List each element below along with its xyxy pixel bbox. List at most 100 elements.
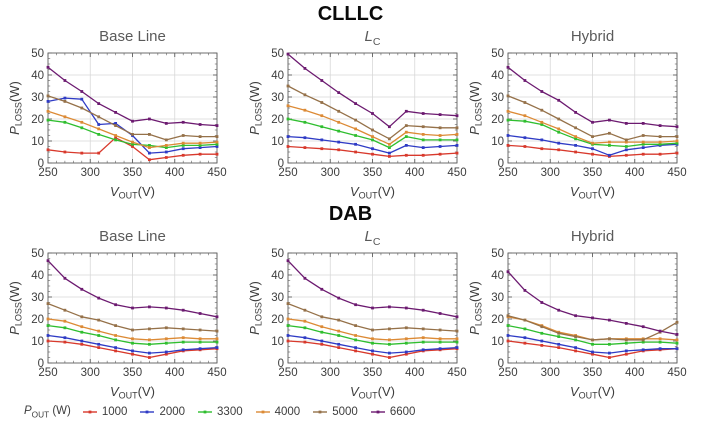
subplot-title: Base Line bbox=[99, 228, 166, 245]
legend-item-3300: 3300 bbox=[197, 406, 243, 418]
svg-text:40: 40 bbox=[491, 270, 504, 282]
svg-text:450: 450 bbox=[667, 367, 686, 379]
svg-text:PLOSS(W): PLOSS(W) bbox=[8, 281, 24, 335]
subplot-title: Hybrid bbox=[570, 228, 615, 245]
svg-text:20: 20 bbox=[271, 314, 284, 326]
svg-text:10: 10 bbox=[271, 336, 284, 348]
legend-item-label: 4000 bbox=[274, 406, 301, 418]
svg-text:400: 400 bbox=[625, 367, 644, 379]
svg-text:300: 300 bbox=[321, 367, 340, 379]
svg-text:30: 30 bbox=[271, 292, 284, 304]
subplot-dab-hybrid: Hybrid 250 300 350 400 450 0 10 20 30 40 50 VOUT(V)… bbox=[468, 227, 701, 401]
svg-text:400: 400 bbox=[625, 167, 644, 179]
group-title-dab: DAB bbox=[328, 203, 373, 225]
svg-text:50: 50 bbox=[491, 48, 504, 60]
chart-dab-lc: 250 300 350 400 450 0 10 20 30 40 50 VOUT(V) PLOSS(W… bbox=[248, 248, 467, 401]
legend-item-1000: 1000 bbox=[82, 406, 128, 418]
svg-text:10: 10 bbox=[271, 136, 284, 148]
svg-text:10: 10 bbox=[31, 336, 44, 348]
chart-clllc-lc: 250 300 350 400 450 0 10 20 30 40 50 VOUT(V) PLOSS(W… bbox=[248, 48, 467, 201]
svg-text:300: 300 bbox=[81, 167, 100, 179]
group-title-clllc: CLLLC bbox=[317, 3, 384, 25]
svg-text:0: 0 bbox=[38, 358, 44, 370]
svg-text:10: 10 bbox=[31, 136, 44, 148]
svg-text:VOUT(V): VOUT(V) bbox=[110, 184, 155, 201]
svg-text:40: 40 bbox=[491, 70, 504, 82]
svg-text:450: 450 bbox=[447, 167, 466, 179]
subplot-title: Base Line bbox=[99, 28, 166, 45]
legend-swatch-icon bbox=[198, 410, 213, 414]
legend-label: POUT (W) bbox=[24, 404, 71, 420]
svg-text:VOUT(V): VOUT(V) bbox=[570, 384, 615, 401]
chart-dab-base-line: 250 300 350 400 450 0 10 20 30 40 50 VOUT(V) PLOSS(W… bbox=[8, 248, 227, 401]
svg-text:400: 400 bbox=[405, 167, 424, 179]
svg-text:350: 350 bbox=[363, 367, 382, 379]
svg-text:400: 400 bbox=[165, 167, 184, 179]
svg-text:50: 50 bbox=[271, 248, 284, 260]
subplot-clllc-hybrid: Hybrid 250 300 350 400 450 0 10 20 30 40 50 VOUT(V)… bbox=[468, 27, 701, 201]
svg-text:250: 250 bbox=[38, 167, 57, 179]
svg-text:30: 30 bbox=[31, 92, 44, 104]
svg-text:0: 0 bbox=[38, 158, 44, 170]
svg-text:350: 350 bbox=[583, 167, 602, 179]
chart-dab-hybrid: 250 300 350 400 450 0 10 20 30 40 50 VOUT(V) PLOSS(W… bbox=[468, 248, 687, 401]
svg-text:20: 20 bbox=[491, 314, 504, 326]
svg-text:50: 50 bbox=[31, 248, 44, 260]
svg-text:50: 50 bbox=[271, 48, 284, 60]
svg-text:250: 250 bbox=[498, 167, 517, 179]
svg-text:0: 0 bbox=[498, 158, 504, 170]
svg-text:20: 20 bbox=[31, 314, 44, 326]
svg-text:300: 300 bbox=[321, 167, 340, 179]
legend-item-6600: 6600 bbox=[370, 406, 415, 418]
legend-item-label: 2000 bbox=[159, 406, 186, 418]
svg-text:10: 10 bbox=[491, 136, 504, 148]
svg-text:250: 250 bbox=[278, 367, 297, 379]
svg-text:0: 0 bbox=[278, 158, 284, 170]
legend-item-2000: 2000 bbox=[139, 406, 185, 418]
svg-text:0: 0 bbox=[278, 358, 284, 370]
subplot-title: LC bbox=[364, 228, 381, 248]
svg-text:VOUT(V): VOUT(V) bbox=[570, 184, 615, 201]
svg-text:40: 40 bbox=[271, 270, 284, 282]
svg-text:20: 20 bbox=[491, 114, 504, 126]
svg-text:40: 40 bbox=[271, 70, 284, 82]
svg-text:350: 350 bbox=[583, 367, 602, 379]
legend-item-4000: 4000 bbox=[255, 406, 301, 418]
svg-text:50: 50 bbox=[31, 48, 44, 60]
svg-text:450: 450 bbox=[207, 167, 226, 179]
legend-item-label: 5000 bbox=[332, 406, 358, 418]
svg-text:400: 400 bbox=[165, 367, 184, 379]
svg-text:350: 350 bbox=[123, 367, 142, 379]
chart-clllc-hybrid: 250 300 350 400 450 0 10 20 30 40 50 VOUT(V) PLOSS(W… bbox=[468, 48, 687, 201]
legend-swatch-icon bbox=[255, 410, 270, 414]
subplot-clllc-lc: LC 250 300 350 400 450 0 10 20 30 40 50 VOUT(V) PLOS… bbox=[248, 27, 484, 201]
svg-text:450: 450 bbox=[207, 367, 226, 379]
svg-text:50: 50 bbox=[491, 248, 504, 260]
svg-text:PLOSS(W): PLOSS(W) bbox=[8, 81, 24, 135]
subplot-clllc-base-line: Base Line 250 300 350 400 450 0 10 20 30 40 50 VOUT… bbox=[8, 27, 244, 201]
svg-text:40: 40 bbox=[31, 270, 44, 282]
legend-item-label: 3300 bbox=[217, 406, 243, 418]
svg-text:PLOSS(W): PLOSS(W) bbox=[248, 281, 264, 335]
svg-text:VOUT(V): VOUT(V) bbox=[350, 184, 395, 201]
subplot-title: Hybrid bbox=[570, 28, 615, 45]
legend-item-label: 1000 bbox=[101, 406, 128, 418]
svg-text:300: 300 bbox=[541, 367, 560, 379]
legend-swatch-icon bbox=[370, 410, 385, 414]
svg-text:250: 250 bbox=[38, 367, 57, 379]
legend-swatch-icon bbox=[140, 410, 155, 414]
subplot-dab-base-line: Base Line 250 300 350 400 450 0 10 20 30 40 50 VOUT… bbox=[8, 227, 244, 401]
svg-text:350: 350 bbox=[363, 167, 382, 179]
svg-text:20: 20 bbox=[31, 114, 44, 126]
legend: POUT (W) 1000 2000 3300 4000 5000 6600 bbox=[24, 402, 415, 422]
subplot-dab-lc: LC 250 300 350 400 450 0 10 20 30 40 50 VOUT(V) PLOS… bbox=[248, 227, 484, 401]
svg-text:PLOSS(W): PLOSS(W) bbox=[468, 281, 484, 335]
subplot-title: LC bbox=[364, 28, 381, 48]
svg-text:VOUT(V): VOUT(V) bbox=[110, 384, 155, 401]
svg-text:30: 30 bbox=[491, 92, 504, 104]
svg-text:400: 400 bbox=[405, 367, 424, 379]
svg-text:450: 450 bbox=[667, 167, 686, 179]
svg-text:300: 300 bbox=[81, 367, 100, 379]
svg-text:PLOSS(W): PLOSS(W) bbox=[248, 81, 264, 135]
svg-text:20: 20 bbox=[271, 114, 284, 126]
